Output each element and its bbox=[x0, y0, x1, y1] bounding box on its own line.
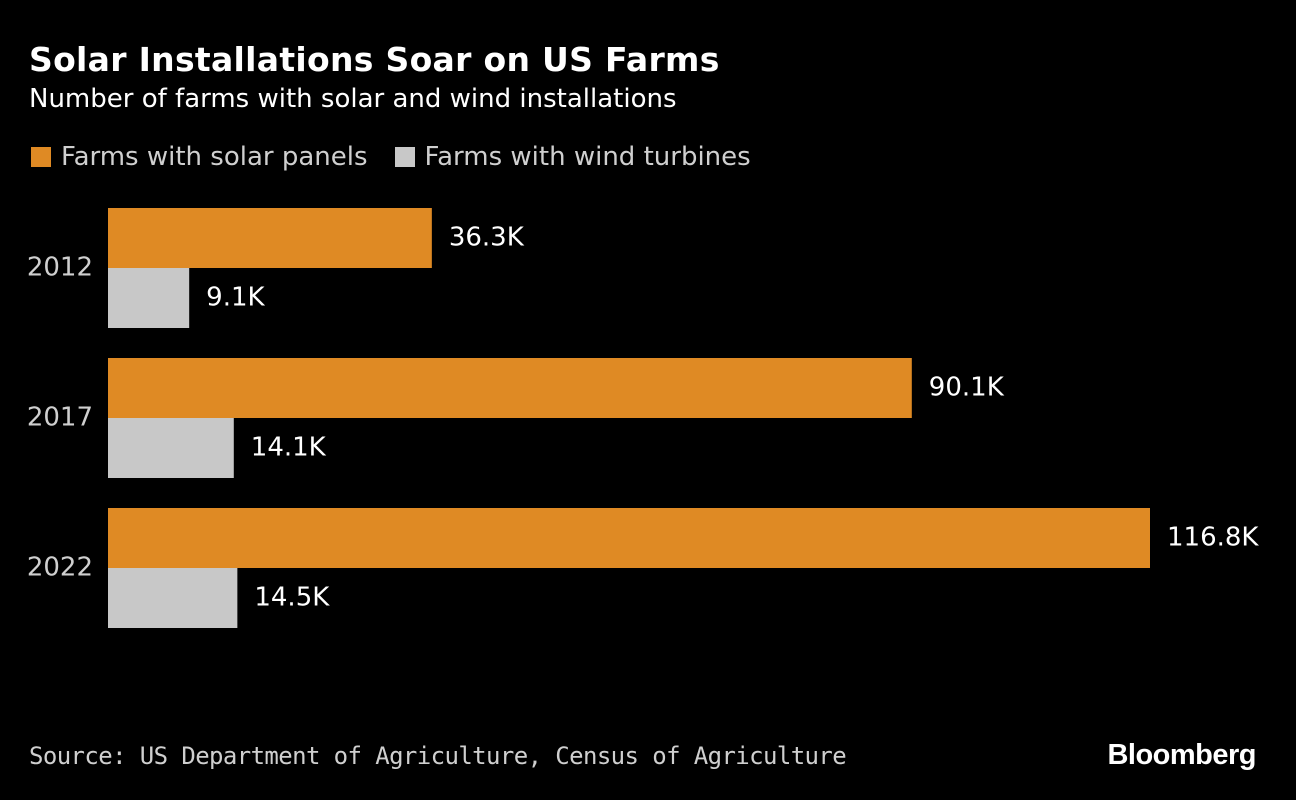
data-label-solar-2022: 116.8K bbox=[1167, 523, 1259, 553]
bar-wind-2012 bbox=[108, 268, 190, 328]
bar-solar-2017 bbox=[108, 358, 912, 418]
legend-swatch-wind bbox=[394, 147, 415, 167]
data-label-wind-2012: 9.1K bbox=[206, 283, 265, 313]
legend-label-solar: Farms with solar panels bbox=[61, 142, 368, 172]
chart-subtitle: Number of farms with solar and wind inst… bbox=[29, 84, 677, 114]
legend: Farms with solar panels Farms with wind … bbox=[31, 142, 778, 172]
bar-solar-2022 bbox=[108, 508, 1150, 568]
bar-wind-2017 bbox=[108, 418, 234, 478]
source-note: Source: US Department of Agriculture, Ce… bbox=[29, 742, 847, 770]
category-label-2017: 2017 bbox=[27, 403, 93, 433]
data-label-wind-2017: 14.1K bbox=[251, 433, 327, 463]
legend-swatch-solar bbox=[31, 147, 51, 167]
data-label-solar-2017: 90.1K bbox=[929, 373, 1005, 403]
data-label-wind-2022: 14.5K bbox=[254, 583, 330, 613]
legend-item-solar: Farms with solar panels bbox=[31, 142, 368, 172]
bar-solar-2012 bbox=[108, 208, 432, 268]
chart-title: Solar Installations Soar on US Farms bbox=[29, 40, 720, 79]
legend-label-wind: Farms with wind turbines bbox=[424, 142, 751, 172]
data-label-solar-2012: 36.3K bbox=[449, 223, 525, 253]
brand-logo: Bloomberg bbox=[1107, 739, 1256, 771]
category-label-2012: 2012 bbox=[27, 253, 93, 283]
legend-item-wind: Farms with wind turbines bbox=[394, 142, 751, 172]
bar-wind-2022 bbox=[108, 568, 238, 628]
category-label-2022: 2022 bbox=[27, 553, 93, 583]
